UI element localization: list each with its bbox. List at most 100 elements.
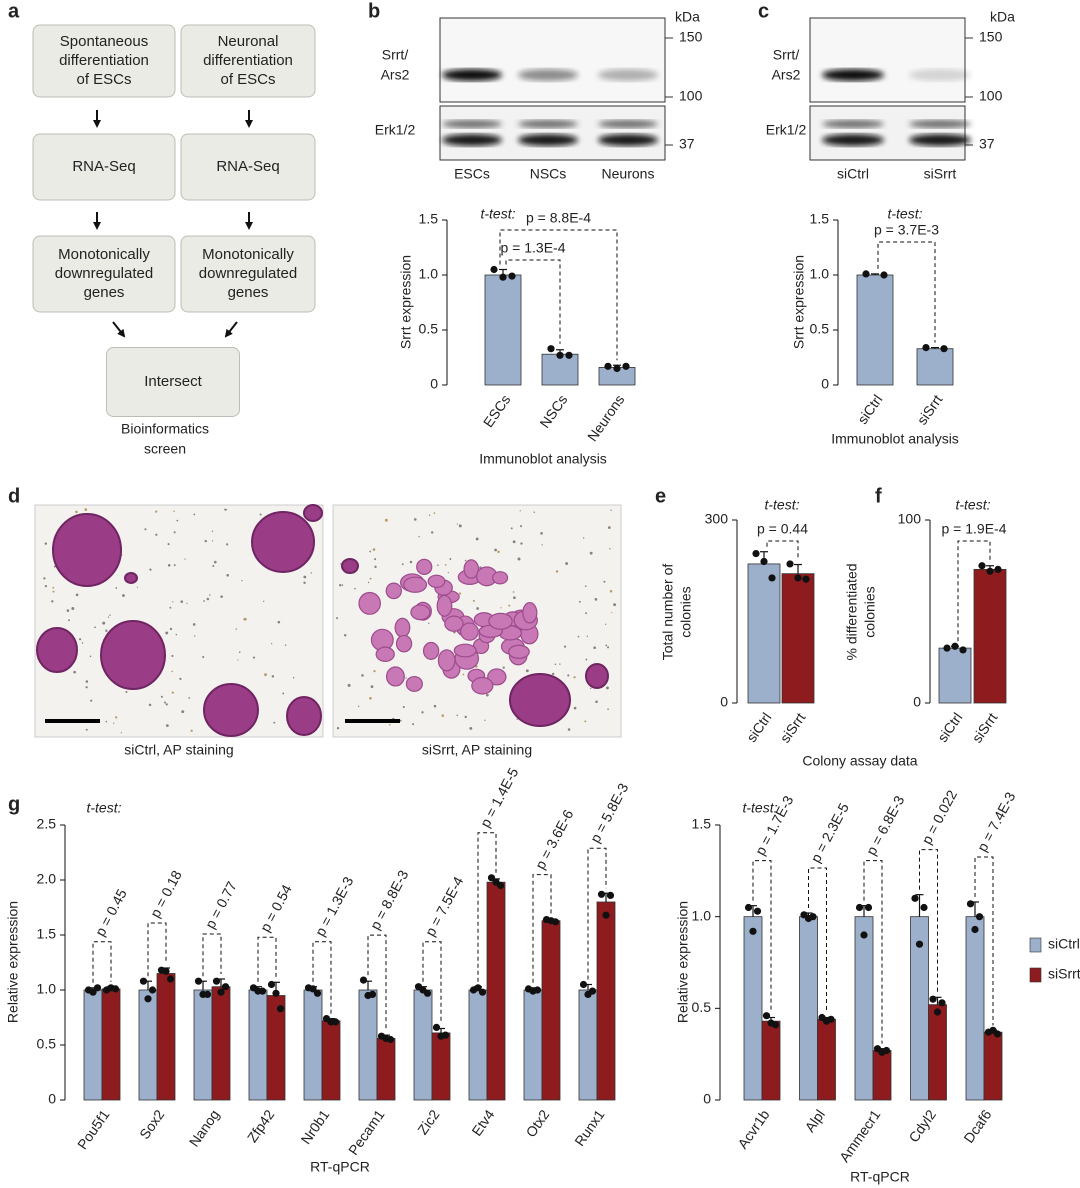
cell [508,644,530,659]
blot-band [518,69,578,81]
bar [83,989,103,1101]
replicate-point [622,362,630,370]
speckle [520,525,523,528]
speckle [102,621,106,625]
comparison-bracket [422,941,442,1023]
speckle [149,568,152,571]
speckle [204,539,207,543]
flow-node-label: Neuronal [218,33,279,50]
speckle [85,686,88,689]
cell [437,649,456,672]
replicate-point [602,911,610,919]
bar [854,916,874,1101]
speckle [188,697,191,699]
bar [321,1020,341,1101]
speckle [412,723,415,726]
replicate-point [802,575,810,583]
replicate-point [144,995,152,1003]
cell [463,559,480,579]
speckle [44,584,48,588]
legend-swatch [1029,937,1042,953]
speckle [169,606,172,609]
blot-row-label: Srrt/ [773,47,800,63]
speckle [180,600,184,603]
colony [36,627,78,673]
replicate-point [597,890,606,898]
panel-letter: a [8,0,20,22]
flow-caption: Bioinformatics [121,421,209,437]
speckle [263,600,265,602]
speckle [341,584,344,586]
comparison-bracket [505,259,561,344]
speckle [89,655,92,658]
speckle [513,596,516,600]
speckle [259,513,262,516]
x-tick-label: Alpl [801,1107,828,1135]
replicate-point [986,567,994,575]
speckle [282,692,285,695]
speckle [310,572,312,574]
p-value-label: p = 1.9E-4 [942,521,1007,537]
speckle [517,557,521,561]
speckle [84,508,88,512]
p-value-label: p = 7.5E-4 [422,874,467,939]
speckle [235,628,237,630]
bar [928,1004,947,1101]
speckle [586,635,589,638]
colony [585,663,609,689]
blot-band [442,134,502,146]
flow-node [180,235,316,313]
bar [965,916,985,1101]
speckle [165,631,169,635]
speckle [343,634,347,637]
speckle [173,531,176,534]
speckle [172,601,174,603]
bar [973,569,1007,704]
speckle [75,510,78,514]
colonies-srrt [358,558,539,695]
y-axis-label: Relative expression [675,901,691,1023]
replicate-point [313,989,322,997]
p-value-label: p = 3.7E-3 [874,222,939,238]
cell [459,622,479,641]
cell [403,576,428,593]
speckle [433,704,437,708]
speckle [109,614,111,616]
speckle [369,696,372,700]
replicate-point [474,984,482,992]
replicate-point [744,903,753,912]
comparison-bracket [147,922,167,977]
flow-caption: screen [144,441,186,457]
bar [101,988,121,1101]
comparison-bracket [863,860,883,1044]
speckle [573,676,576,679]
blot-band [442,69,502,81]
comparison-bracket [202,933,222,977]
y-axis-label: % differentiated [844,563,860,660]
speckle [73,670,76,674]
panel-letter: b [368,0,380,22]
bar [431,1032,451,1101]
speckle [347,683,351,687]
lane-label: NSCs [530,166,567,182]
blot-unit: kDa [675,9,700,25]
test-label: t-test: [480,206,515,222]
bar [138,989,158,1101]
blot-band [909,69,971,81]
replicate-point [938,999,946,1007]
micrograph-caption: siSrrt, AP staining [422,742,532,758]
comparison-bracket [957,540,991,642]
speckle [184,558,186,560]
replicate-point [760,557,768,566]
replicate-point [267,980,276,989]
flow-node [32,235,176,313]
speckle [171,670,174,673]
replicate-point [911,894,919,902]
bar [781,573,815,704]
x-axis-label: Colony assay data [802,753,917,769]
bar [916,348,954,386]
marker-label: 150 [979,29,1003,45]
x-tick-label: siCtrl [854,392,885,427]
speckle [449,558,452,560]
replicate-point [880,271,888,279]
